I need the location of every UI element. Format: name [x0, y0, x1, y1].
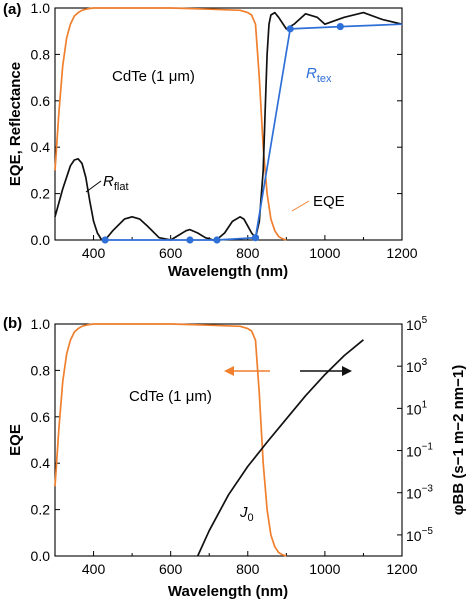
panel-a-ytick-label: 0.8	[31, 46, 51, 62]
panel-b-ytick-right-label: 103	[406, 357, 428, 375]
panel-b-ytick-label: 0.0	[31, 548, 51, 564]
panel-a-xtick-label: 1000	[309, 245, 340, 261]
panel-b-xtick-label: 400	[82, 561, 106, 577]
panel-b-xlabel: Wavelength (nm)	[168, 583, 288, 600]
panel-b-left-axis-arrow	[224, 366, 270, 376]
panel-b-ytick-label: 0.6	[31, 409, 51, 425]
panel-a-xlabel: Wavelength (nm)	[168, 263, 288, 280]
panel-b-ylabel-right: φBB (s−1 m−2 nm−1)	[450, 365, 467, 515]
panel-a-rflat-pointer	[85, 180, 102, 193]
panel-b-ytick-right-label: 10−3	[406, 484, 433, 502]
panel-a-ytick-label: 0.2	[31, 186, 51, 202]
panel-a-frame	[54, 7, 403, 241]
panel-b-ytick-label: 1.0	[31, 316, 51, 332]
panel-b-ylabel: EQE	[7, 424, 24, 456]
panel-b-xtick-label: 1200	[386, 561, 417, 577]
panel-a-series	[54, 7, 403, 244]
panel-a-series-r-tex-point	[186, 236, 194, 244]
panel-a-eqe-pointer	[291, 200, 310, 212]
panel-a-series-r-tex-point	[336, 22, 344, 31]
panel-b-xtick-label: 1000	[309, 561, 340, 577]
panel-b-material-label: CdTe (1 μm)	[129, 388, 212, 405]
panel-b-xtick-label: 600	[159, 561, 183, 577]
panel-b-series-j0-line	[196, 339, 364, 557]
panel-b-series	[54, 323, 364, 557]
panel-a-rflat-label: Rflat	[103, 173, 129, 193]
panel-a-series-r-tex-point	[101, 236, 109, 244]
panel-a-series-r-tex-line	[105, 23, 403, 241]
panel-a-material-label: CdTe (1 μm)	[112, 68, 195, 85]
panel-a-ytick-label: 0.6	[31, 93, 51, 109]
panel-a-label: (a)	[3, 1, 21, 18]
panel-b-j0-label: J0	[239, 504, 254, 524]
panel-b-right-axis-arrow	[300, 366, 352, 376]
panel-b-frame	[54, 323, 403, 557]
panel-b-ytick-right-label: 101	[406, 399, 428, 417]
panel-b-ticks: 400 600 800 1000 1200 0.0 0.2 0.4 0.6 0.8 1.0 105 10…	[31, 315, 434, 577]
panel-b-xtick-label: 800	[236, 561, 260, 577]
panel-b-series-eqe-line	[54, 323, 287, 557]
panel-b-ytick-right-label: 10−5	[406, 526, 433, 544]
panel-b-ytick-right-label: 105	[406, 315, 428, 333]
panel-a-rtex-label: Rtex	[306, 65, 332, 85]
panel-a-ytick-label: 0.4	[31, 139, 51, 155]
panel-b-ytick-label: 0.8	[31, 362, 51, 378]
panel-b-plot	[54, 323, 403, 557]
panel-b-ytick-label: 0.2	[31, 502, 51, 518]
panel-a-xtick-label: 600	[159, 245, 183, 261]
panel-a-series-r-tex-point	[213, 236, 221, 244]
panel-b-label: (b)	[3, 315, 22, 332]
panel-a-ytick-label: 1.0	[31, 0, 51, 16]
panel-a-xtick-label: 1200	[386, 245, 417, 261]
panel-a-ticks: 400 600 800 1000 1200 0.0 0.2 0.4 0.6 0.8 1.0	[31, 0, 418, 261]
panel-a-ytick-label: 0.0	[31, 232, 51, 248]
panel-a-series-eqe-line	[54, 7, 287, 241]
panel-a-eqe-label: EQE	[313, 193, 345, 210]
panel-a-series-r-tex-point	[286, 25, 294, 33]
panel-a-xtick-label: 800	[236, 245, 260, 261]
panel-a-plot	[54, 7, 403, 241]
panel-a-series-r-tex-point	[251, 234, 260, 242]
panel-a-xtick-label: 400	[82, 245, 106, 261]
panel-a-ylabel: EQE, Reflectance	[7, 62, 24, 186]
panel-b-ytick-right-label: 10−1	[406, 442, 433, 460]
panel-a-series-r-flat-line	[54, 11, 403, 241]
panel-b-ytick-label: 0.4	[31, 455, 51, 471]
